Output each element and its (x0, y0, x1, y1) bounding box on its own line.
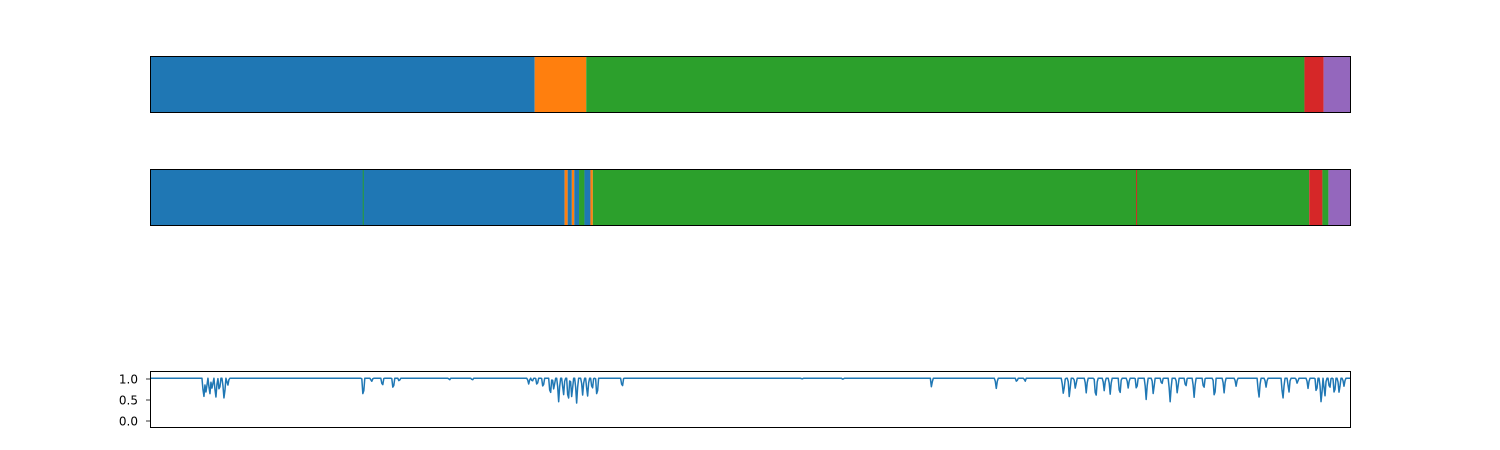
middle-segment-bar-frame (150, 169, 1351, 226)
middle-bar-segment-2 (564, 170, 568, 225)
top-bar-segment-1 (151, 57, 535, 112)
y-tick-label-2: 0.5 (119, 394, 138, 408)
middle-bar-segment-9 (592, 170, 1310, 225)
top-bar-segment-4 (1304, 57, 1324, 112)
series-line (151, 377, 1350, 404)
top-bar-segment-3 (586, 57, 1305, 112)
middle-bar-segment-7 (584, 170, 591, 225)
middle-bar-segment-4 (571, 170, 575, 225)
top-segment-bar-panel (150, 56, 1351, 113)
line-chart-plot-area (151, 377, 1350, 404)
middle-bar-segment-8 (590, 170, 593, 225)
y-tick-label-3: 0.0 (119, 415, 138, 429)
top-segment-bar-frame (150, 56, 1351, 113)
middle-bar-mark-1 (362, 170, 364, 225)
line-chart-frame (150, 371, 1351, 428)
middle-bar-segment-11 (1322, 170, 1329, 225)
middle-bar-segment-5 (574, 170, 580, 225)
middle-bar-mark-2 (1136, 170, 1138, 225)
top-bar-segment-2 (534, 57, 587, 112)
middle-bar-segment-6 (579, 170, 585, 225)
y-axis: 1.0 0.5 0.0 (119, 373, 150, 429)
top-segment-bar-marks (151, 57, 1350, 112)
line-chart-panel: 1.0 0.5 0.0 (119, 371, 1351, 429)
middle-segment-bar-marks (151, 170, 1350, 225)
top-bar-segment-5 (1323, 57, 1350, 112)
middle-bar-segment-3 (567, 170, 572, 225)
middle-bar-segment-1 (151, 170, 565, 225)
middle-bar-segment-10 (1309, 170, 1323, 225)
middle-bar-segment-12 (1328, 170, 1350, 225)
y-tick-label-1: 1.0 (119, 373, 138, 387)
middle-segment-bar-panel (150, 169, 1351, 226)
